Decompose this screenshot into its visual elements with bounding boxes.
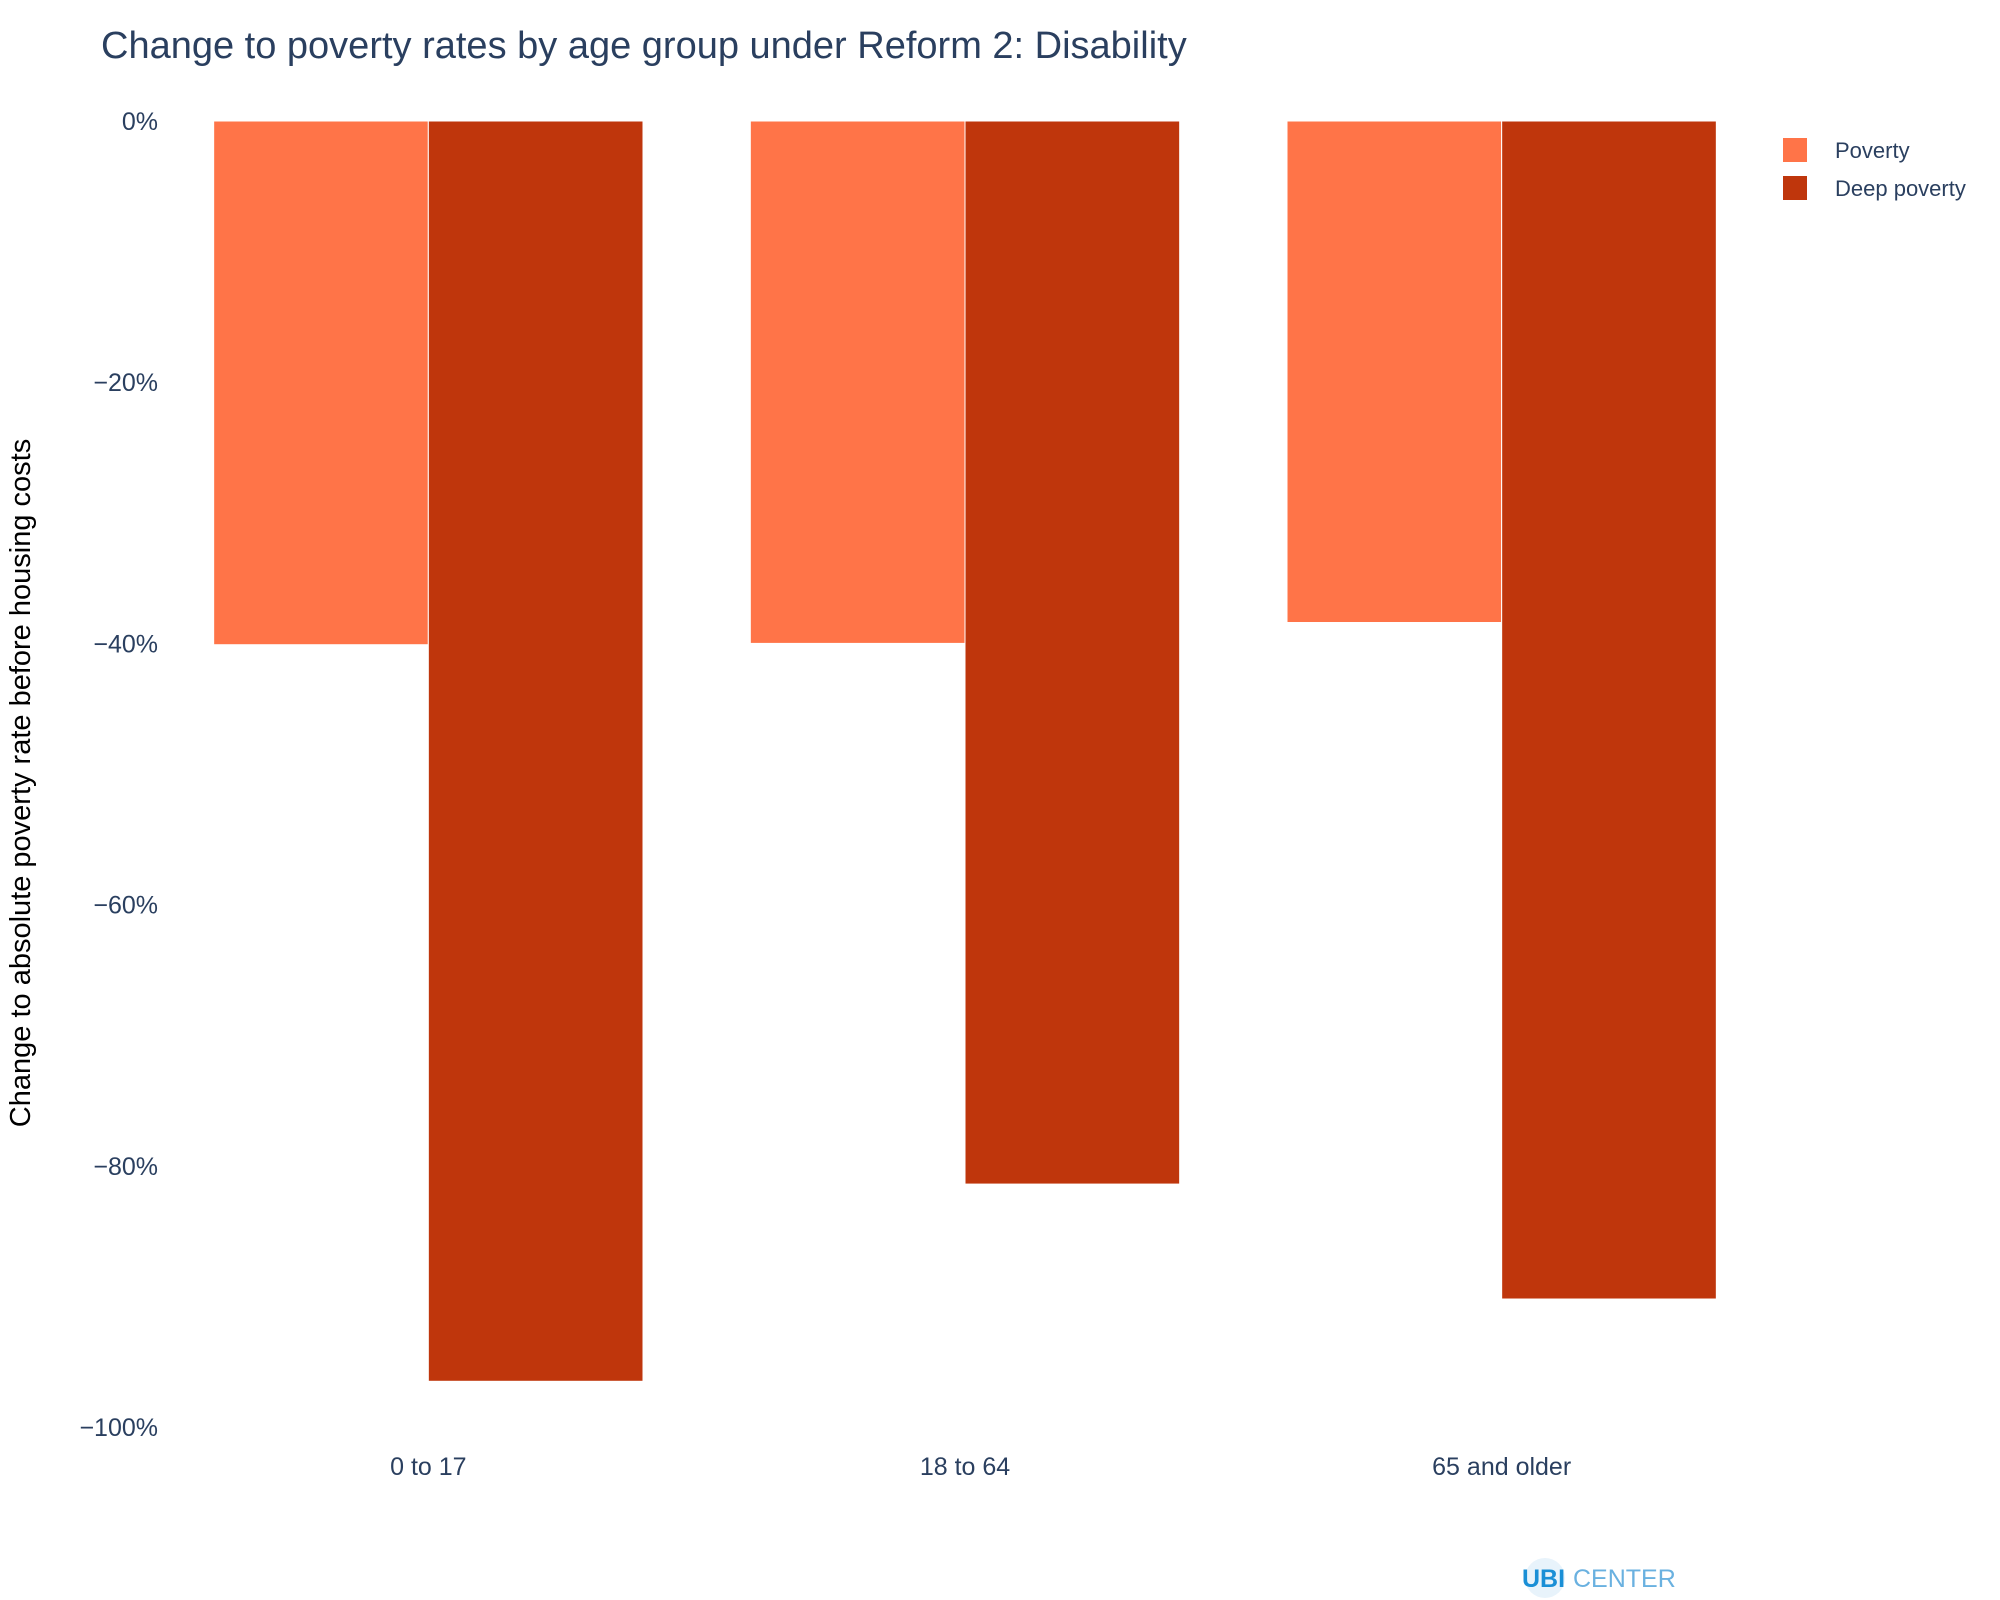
bar-deep-poverty — [964, 120, 1181, 1185]
bar-deep-poverty — [427, 120, 644, 1382]
y-tick-label: −40% — [93, 630, 158, 658]
x-tick-label: 65 and older — [1432, 1453, 1571, 1481]
legend-swatch — [1783, 138, 1807, 162]
legend-swatch — [1783, 176, 1807, 200]
y-tick-label: 0% — [122, 108, 158, 136]
y-tick-label: −80% — [93, 1153, 158, 1181]
y-axis-label: Change to absolute poverty rate before h… — [5, 439, 37, 1127]
logo-center-text: CENTER — [1573, 1565, 1676, 1593]
bars — [213, 120, 1717, 1382]
bar-deep-poverty — [1501, 120, 1717, 1300]
logo-ubi-text: UBI — [1522, 1565, 1565, 1593]
y-axis-ticks: 0% −20% −40% −60% −80% −100% — [79, 108, 158, 1442]
legend-label: Poverty — [1835, 138, 1910, 163]
x-tick-label: 0 to 17 — [390, 1453, 466, 1481]
logo-badge-icon — [1525, 1558, 1565, 1598]
y-tick-label: −60% — [93, 892, 158, 920]
y-tick-label: −20% — [93, 369, 158, 397]
legend: Poverty Deep poverty — [1783, 138, 1966, 201]
ubi-center-logo: UBI CENTER — [1522, 1558, 1676, 1598]
bar-poverty — [1286, 120, 1503, 624]
chart-title: Change to poverty rates by age group und… — [101, 25, 1187, 67]
y-tick-label: −100% — [79, 1414, 158, 1442]
x-tick-label: 18 to 64 — [920, 1453, 1010, 1481]
legend-label: Deep poverty — [1835, 176, 1966, 201]
bar-poverty — [213, 120, 429, 646]
x-axis-ticks: 0 to 17 18 to 64 65 and older — [390, 1453, 1571, 1481]
bar-poverty — [749, 120, 966, 644]
